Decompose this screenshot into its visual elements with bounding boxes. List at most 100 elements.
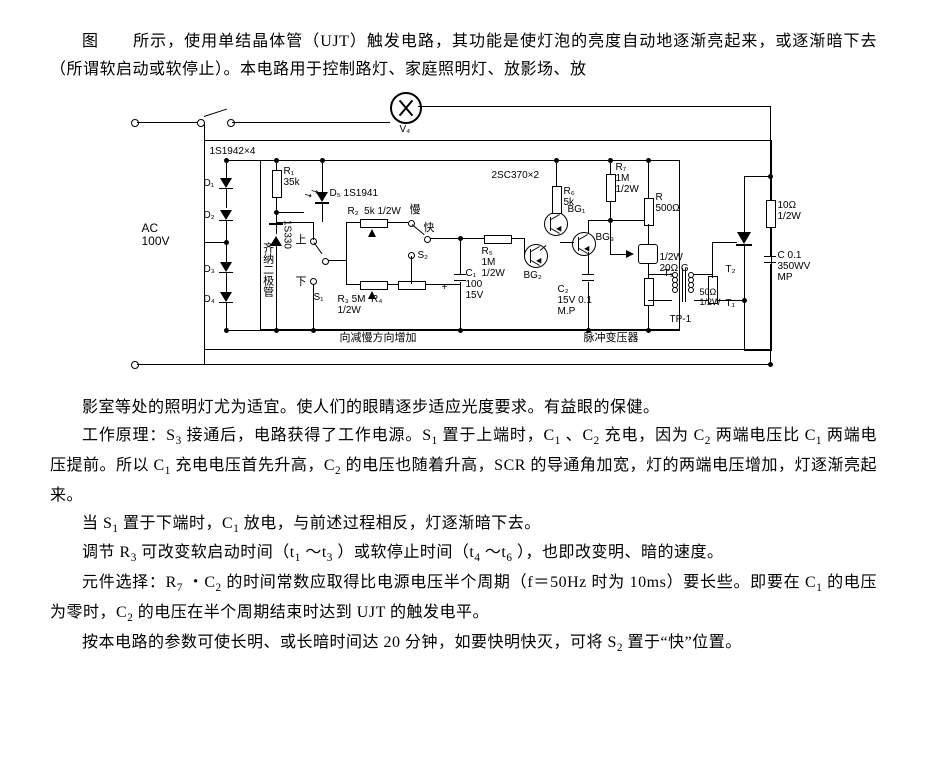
sub-2: 2 xyxy=(594,435,600,447)
circuit-figure: V₄ AC 100V 1S1942×4 D₁ D₂ D₃ D₄ R₁ 35k xyxy=(104,92,824,382)
s1-up-label: 上 xyxy=(296,234,307,246)
sub-3: 3 xyxy=(176,435,182,447)
sub-3b: 3 xyxy=(131,553,137,565)
s2-slow-label: 慢 xyxy=(410,204,421,216)
r6-label: R₆ 5k xyxy=(564,186,575,208)
sub-1e: 1 xyxy=(112,523,118,535)
lamp-icon xyxy=(390,92,422,124)
p5-seg-e: ～t xyxy=(485,544,506,561)
s1-label: S₁ xyxy=(314,292,324,303)
transistor-model-label: 2SC370×2 xyxy=(492,170,540,181)
diode-d1-icon xyxy=(220,178,232,188)
r2-label: R₂ 5k 1/2W xyxy=(348,206,401,217)
p3-seg-f: 两端电压比 C xyxy=(716,427,816,444)
resistor-snub-icon xyxy=(766,200,776,228)
sub-2d: 2 xyxy=(216,582,222,594)
resistor-b2-icon xyxy=(644,278,654,306)
p4-seg-a: 当 S xyxy=(82,515,112,532)
pot-r2-wiper-icon xyxy=(368,229,376,237)
p3-seg-d: 、C xyxy=(566,427,594,444)
ac-label: AC 100V xyxy=(142,222,170,248)
resistor-r6-icon xyxy=(552,186,562,214)
scr-r-label: 10Ω 1/2W xyxy=(778,200,801,222)
p5-seg-c: ～t xyxy=(305,544,326,561)
r8-label: R 500Ω xyxy=(656,192,680,214)
resistor-r5-icon xyxy=(484,235,512,244)
p3-seg-h: 充电电压首先升高，C xyxy=(175,457,335,474)
capacitor-snub-icon xyxy=(764,256,776,264)
p4-seg-c: 放电，与前述过程相反，灯逐渐暗下去。 xyxy=(244,515,541,532)
capacitor-c2-icon xyxy=(582,274,594,282)
d2-label: D₂ xyxy=(204,210,215,221)
p5-seg-b: 可改变软启动时间（t xyxy=(141,544,294,561)
scr-icon xyxy=(737,232,752,246)
resistor-r2-icon xyxy=(360,219,388,228)
transistor-bg1-icon xyxy=(544,212,568,236)
paragraph-components: 元件选择：R7 ・C2 的时间常数应取得比电源电压半个周期（f＝50Hz 时为 … xyxy=(50,569,877,629)
paragraph-intro-2: 影室等处的照明灯尤为适宜。使人们的眼睛逐步适应光度要求。有益眼的保健。 xyxy=(50,394,877,422)
rsec-label: 50Ω 1/2W xyxy=(700,288,721,308)
s1-down-label: 下 xyxy=(296,276,307,288)
p3-seg-c: 置于上端时，C xyxy=(443,427,555,444)
t3-label: T₃ xyxy=(664,268,674,279)
bg2-label: BG₂ xyxy=(524,270,542,281)
diode-d4-icon xyxy=(220,292,232,302)
p5-seg-f: ），也即改变明、暗的速度。 xyxy=(517,544,724,561)
slow-note-label: 向减慢方向增加 xyxy=(340,332,417,344)
r7-label: R₇ 1M 1/2W xyxy=(616,162,639,195)
sub-1c: 1 xyxy=(816,435,822,447)
d3-label: D₃ xyxy=(204,264,215,275)
tp-label: TP-1 xyxy=(670,314,692,325)
terminal-ac-top xyxy=(131,119,139,127)
resistor-r7-icon xyxy=(606,174,616,202)
s2-fast-label: 快 xyxy=(424,222,435,234)
r1-label: R₁ 35k xyxy=(284,166,300,188)
d5-label: D₅ 1S1941 xyxy=(330,188,379,199)
sub-2c: 2 xyxy=(335,465,341,477)
resistor-r3-icon xyxy=(360,281,388,290)
resistor-r1-icon xyxy=(272,170,282,198)
diode-d2-icon xyxy=(220,210,232,220)
p5-seg-a: 调节 R xyxy=(82,544,131,561)
resistor-r-icon xyxy=(644,198,654,226)
p6-seg-e: 的电压在半个周期结束时达到 UJT 的触发电平。 xyxy=(138,604,489,621)
bridge-model-label: 1S1942×4 xyxy=(210,146,256,157)
p6-seg-a: 元件选择：R xyxy=(82,574,177,591)
transistor-bg3-icon xyxy=(572,232,596,256)
bg3-label: BG₃ xyxy=(596,232,615,243)
d1-label: D₁ xyxy=(204,178,215,189)
p7-seg-b: 置于“快”位置。 xyxy=(628,634,742,651)
transformer-secondary-icon xyxy=(688,272,694,292)
scr-c-label: C 0.1 350WV MP xyxy=(778,250,811,283)
sub-1d: 1 xyxy=(165,465,171,477)
p3-seg-b: 接通后，电路获得了工作电源。S xyxy=(187,427,432,444)
zener-model-label: 1S330 xyxy=(282,220,293,249)
p5-seg-d: ）或软停止时间（t xyxy=(337,544,474,561)
sub-1h: 1 xyxy=(816,582,822,594)
sub-2e: 2 xyxy=(127,612,133,624)
sub-1f: 1 xyxy=(233,523,239,535)
paragraph-s1-down: 当 S1 置于下端时，C1 放电，与前述过程相反，灯逐渐暗下去。 xyxy=(50,510,877,540)
sub-1g: 1 xyxy=(295,553,301,565)
ujt-icon xyxy=(638,244,658,264)
r5-label: R₅ 1M 1/2W xyxy=(482,246,505,279)
sub-2b: 2 xyxy=(705,435,711,447)
r3r4-label: R₃ 5M R₄ 1/2W xyxy=(338,294,383,316)
p3-seg-e: 充电，因为 C xyxy=(605,427,705,444)
d4-label: D₄ xyxy=(204,294,215,305)
p4-seg-b: 置于下端时，C xyxy=(123,515,233,532)
capacitor-c1-icon xyxy=(454,274,466,282)
sub-2f: 2 xyxy=(617,642,623,654)
pulse-trans-label: 脉冲变压器 xyxy=(584,332,639,344)
sub-1: 1 xyxy=(432,435,438,447)
p6-seg-c: 的时间常数应取得比电源电压半个周期（f＝50Hz 时为 10ms）要长些。即要在… xyxy=(226,574,816,591)
paragraph-principle: 工作原理：S3 接通后，电路获得了工作电源。S1 置于上端时，C1 、C2 充电… xyxy=(50,422,877,510)
lamp-label: V₄ xyxy=(400,124,411,135)
sub-7: 7 xyxy=(177,582,183,594)
p3-seg-a: 工作原理：S xyxy=(82,427,176,444)
c2-label: C₂ 15V 0.1 M.P xyxy=(558,284,592,317)
zener-cn-label: 齐纳二极管 xyxy=(262,242,274,302)
sub-4: 4 xyxy=(474,553,480,565)
sub-3c: 3 xyxy=(327,553,333,565)
s2-label: S₂ xyxy=(418,250,429,261)
